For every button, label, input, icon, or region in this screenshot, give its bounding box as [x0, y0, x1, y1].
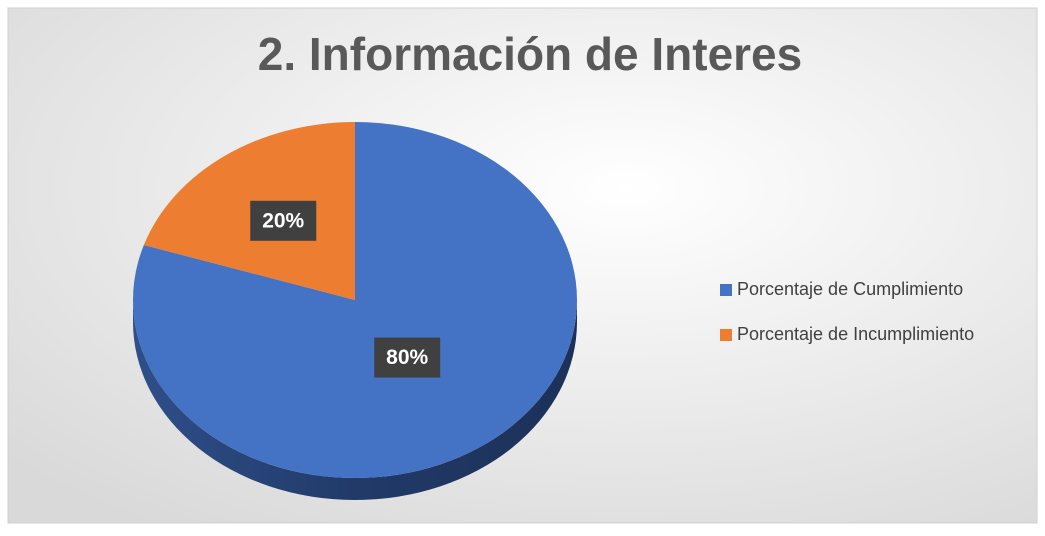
- pie-slice: [143, 122, 355, 300]
- legend-swatch: [720, 284, 732, 296]
- legend-label: Porcentaje de Incumplimiento: [737, 324, 974, 344]
- data-label: 20%: [262, 209, 304, 232]
- data-label-box: [250, 200, 317, 241]
- data-label-box: [374, 337, 441, 378]
- chart-title: 2. Información de Interes: [258, 28, 802, 80]
- legend-label: Porcentaje de Cumplimiento: [737, 279, 963, 299]
- legend-swatch: [720, 329, 732, 341]
- data-label: 80%: [386, 346, 428, 369]
